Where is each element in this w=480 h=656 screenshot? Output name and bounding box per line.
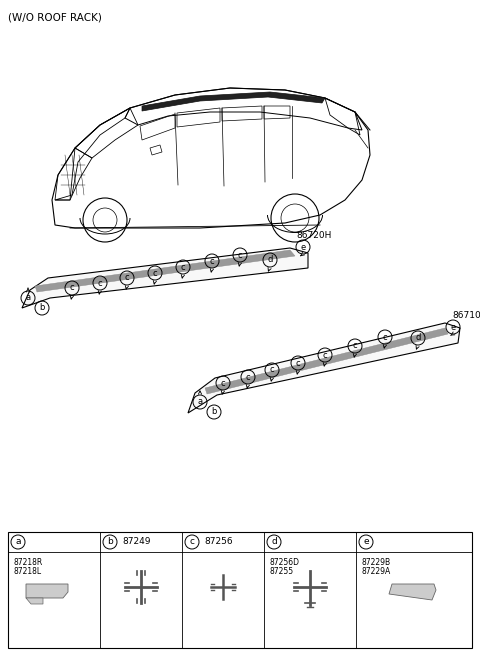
Text: c: c bbox=[246, 373, 250, 382]
Text: b: b bbox=[39, 304, 45, 312]
Text: 87249: 87249 bbox=[122, 537, 151, 546]
Text: (W/O ROOF RACK): (W/O ROOF RACK) bbox=[8, 12, 102, 22]
Text: 86710H: 86710H bbox=[452, 311, 480, 320]
Text: a: a bbox=[25, 293, 31, 302]
Bar bbox=[8, 532, 472, 648]
Text: c: c bbox=[153, 268, 157, 277]
Text: c: c bbox=[190, 537, 194, 546]
Text: c: c bbox=[70, 283, 74, 293]
Text: 87256D: 87256D bbox=[269, 558, 299, 567]
Text: d: d bbox=[415, 333, 420, 342]
Text: 87218L: 87218L bbox=[13, 567, 41, 576]
Text: c: c bbox=[210, 256, 214, 266]
Text: e: e bbox=[300, 243, 306, 251]
Text: c: c bbox=[383, 333, 387, 342]
Polygon shape bbox=[205, 328, 448, 394]
Text: a: a bbox=[15, 537, 21, 546]
Text: c: c bbox=[238, 251, 242, 260]
Text: c: c bbox=[180, 262, 185, 272]
Text: a: a bbox=[197, 398, 203, 407]
Text: d: d bbox=[267, 255, 273, 264]
Text: c: c bbox=[221, 379, 225, 388]
Polygon shape bbox=[26, 598, 43, 604]
Polygon shape bbox=[389, 584, 436, 600]
Polygon shape bbox=[35, 250, 295, 292]
Text: 87256: 87256 bbox=[204, 537, 233, 546]
Text: e: e bbox=[450, 323, 456, 331]
Text: 87229A: 87229A bbox=[361, 567, 390, 576]
Text: 86720H: 86720H bbox=[296, 231, 331, 240]
Polygon shape bbox=[142, 92, 325, 111]
Polygon shape bbox=[188, 323, 460, 413]
Text: b: b bbox=[107, 537, 113, 546]
Text: c: c bbox=[125, 274, 129, 283]
Polygon shape bbox=[22, 248, 308, 308]
Text: c: c bbox=[353, 342, 357, 350]
Text: c: c bbox=[270, 365, 274, 375]
Polygon shape bbox=[26, 584, 68, 598]
Text: e: e bbox=[363, 537, 369, 546]
Text: 87255: 87255 bbox=[269, 567, 293, 576]
Text: 87229B: 87229B bbox=[361, 558, 390, 567]
Text: 87218R: 87218R bbox=[13, 558, 42, 567]
Text: c: c bbox=[323, 350, 327, 359]
Text: c: c bbox=[98, 279, 102, 287]
Text: d: d bbox=[271, 537, 277, 546]
Text: b: b bbox=[211, 407, 216, 417]
Text: c: c bbox=[296, 358, 300, 367]
